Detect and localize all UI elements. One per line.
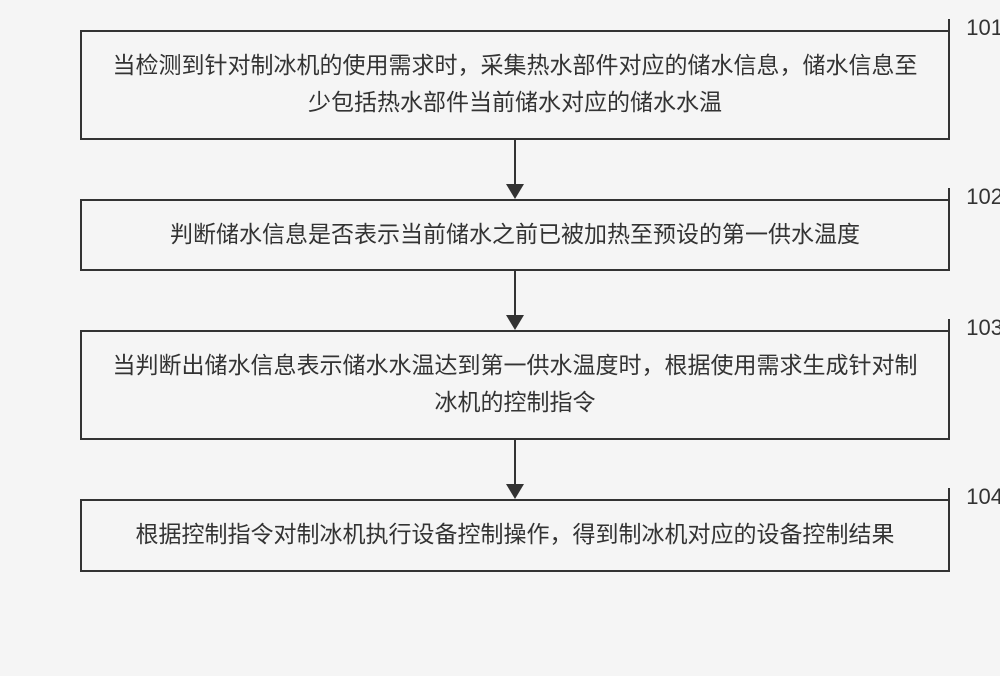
step-tick [948, 188, 950, 201]
arrow-head-icon [506, 484, 524, 499]
arrow-connector-3 [506, 440, 524, 499]
step-group-3: 103 当判断出储水信息表示储水水温达到第一供水温度时，根据使用需求生成针对制冰… [0, 330, 1000, 499]
step-number-label: 104 [966, 479, 1000, 514]
step-tick [948, 319, 950, 332]
step-text: 当检测到针对制冰机的使用需求时，采集热水部件对应的储水信息，储水信息至少包括热水… [112, 48, 918, 122]
arrow-line [514, 271, 516, 316]
step-number-label: 103 [966, 310, 1000, 345]
step-group-4: 104 根据控制指令对制冰机执行设备控制操作，得到制冰机对应的设备控制结果 [0, 499, 1000, 572]
step-box-2: 102 判断储水信息是否表示当前储水之前已被加热至预设的第一供水温度 [80, 199, 950, 272]
arrow-connector-1 [506, 140, 524, 199]
step-group-1: 101 当检测到针对制冰机的使用需求时，采集热水部件对应的储水信息，储水信息至少… [0, 30, 1000, 199]
arrow-line [514, 440, 516, 485]
step-tick [948, 19, 950, 32]
arrow-head-icon [506, 184, 524, 199]
arrow-line [514, 140, 516, 185]
step-text: 当判断出储水信息表示储水水温达到第一供水温度时，根据使用需求生成针对制冰机的控制… [112, 348, 918, 422]
step-number-label: 101 [966, 10, 1000, 45]
arrow-connector-2 [506, 271, 524, 330]
arrow-head-icon [506, 315, 524, 330]
step-number-label: 102 [966, 179, 1000, 214]
step-group-2: 102 判断储水信息是否表示当前储水之前已被加热至预设的第一供水温度 [0, 199, 1000, 331]
step-text: 根据控制指令对制冰机执行设备控制操作，得到制冰机对应的设备控制结果 [136, 517, 895, 554]
step-tick [948, 488, 950, 501]
step-box-3: 103 当判断出储水信息表示储水水温达到第一供水温度时，根据使用需求生成针对制冰… [80, 330, 950, 440]
step-box-1: 101 当检测到针对制冰机的使用需求时，采集热水部件对应的储水信息，储水信息至少… [80, 30, 950, 140]
step-text: 判断储水信息是否表示当前储水之前已被加热至预设的第一供水温度 [170, 217, 860, 254]
step-box-4: 104 根据控制指令对制冰机执行设备控制操作，得到制冰机对应的设备控制结果 [80, 499, 950, 572]
flowchart-container: 101 当检测到针对制冰机的使用需求时，采集热水部件对应的储水信息，储水信息至少… [0, 0, 1000, 676]
